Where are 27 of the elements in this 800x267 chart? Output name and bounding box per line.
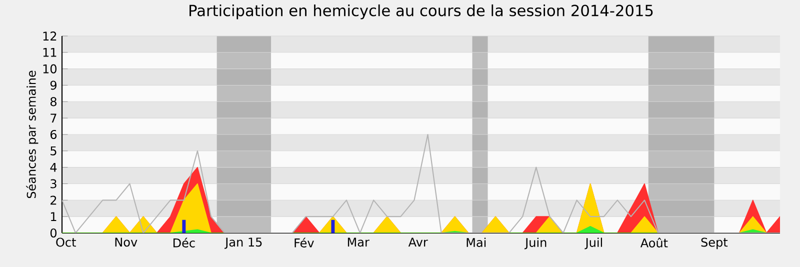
y-tick-label: 8 [50, 97, 56, 106]
x-tick-label: Nov [115, 238, 138, 247]
y-tick-label: 5 [50, 146, 56, 156]
y-tick-label: 6 [50, 130, 57, 140]
y-tick-label: 4 [50, 162, 57, 172]
x-tick-label: Fév [294, 238, 314, 248]
y-tick-label: 1 [50, 212, 56, 221]
chart-title: Participation en hemicycle au cours de la session 2014-2015 [190, 4, 653, 20]
x-tick-label: Oct [56, 238, 76, 247]
y-tick-label: 12 [43, 32, 56, 40]
x-tick-label: Juil [584, 238, 602, 250]
y-axis-title: Séances par semaine [26, 70, 38, 198]
y-tick-label: 7 [50, 114, 56, 122]
x-tick-label: Mai [466, 238, 486, 247]
x-tick-label: Mar [348, 238, 370, 247]
y-tick-label: 10 [43, 64, 57, 74]
x-tick-label: Sept [701, 238, 728, 250]
y-tick-label: 2 [50, 196, 56, 205]
x-tick-label: Jan 15 [224, 238, 262, 249]
x-tick-label: Juin [524, 238, 546, 250]
y-tick-label: 0 [50, 228, 57, 238]
x-tick-label: Août [640, 238, 668, 248]
x-tick-label: Avr [408, 238, 428, 246]
y-tick-label: 3 [50, 179, 56, 188]
y-tick-label: 11 [43, 48, 56, 57]
x-tick-label: Déc [173, 238, 195, 248]
y-tick-label: 9 [50, 80, 56, 90]
